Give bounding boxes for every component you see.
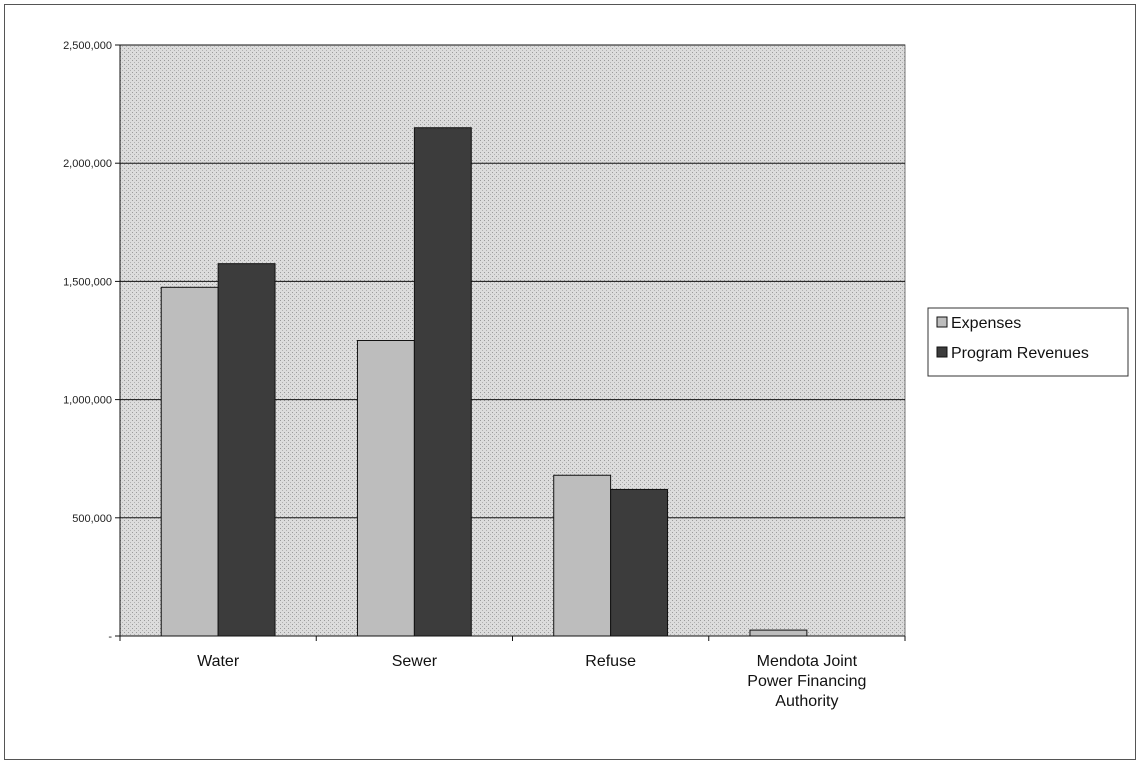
legend-box (927, 307, 1129, 377)
x-category-label: Refuse (585, 653, 636, 670)
legend: Expenses Program Revenues (927, 307, 1129, 377)
bars (160, 127, 808, 637)
y-tick-label: 1,000,000 (63, 395, 112, 407)
legend-swatch (936, 346, 948, 358)
axes (119, 45, 906, 641)
legend-swatch (936, 316, 948, 328)
bar-program-revenues (217, 263, 276, 637)
bar-program-revenues (610, 488, 669, 637)
x-category-label: Water (197, 653, 240, 670)
y-axis-ticks: - 500,000 1,000,000 1,500,000 2,000,000 2,500… (63, 40, 120, 643)
y-tick-label: - (108, 631, 112, 643)
bar-expenses (356, 340, 415, 637)
bar-expenses (553, 474, 612, 637)
x-category-label: Sewer (392, 653, 438, 670)
x-category-label: Mendota Joint Power Financing Authority (747, 653, 866, 710)
y-tick-label: 2,500,000 (63, 40, 112, 52)
x-axis-labels: Water Sewer Refuse Mendota Joint Power Finan… (197, 653, 866, 710)
legend-label: Expenses (951, 315, 1021, 332)
y-tick-label: 500,000 (72, 513, 112, 525)
y-tick-label: 2,000,000 (63, 158, 112, 170)
bar-expenses (749, 629, 808, 637)
legend-label: Program Revenues (951, 345, 1089, 362)
bar-program-revenues (413, 127, 472, 637)
y-tick-label: 1,500,000 (63, 276, 112, 288)
bar-expenses (160, 286, 219, 637)
